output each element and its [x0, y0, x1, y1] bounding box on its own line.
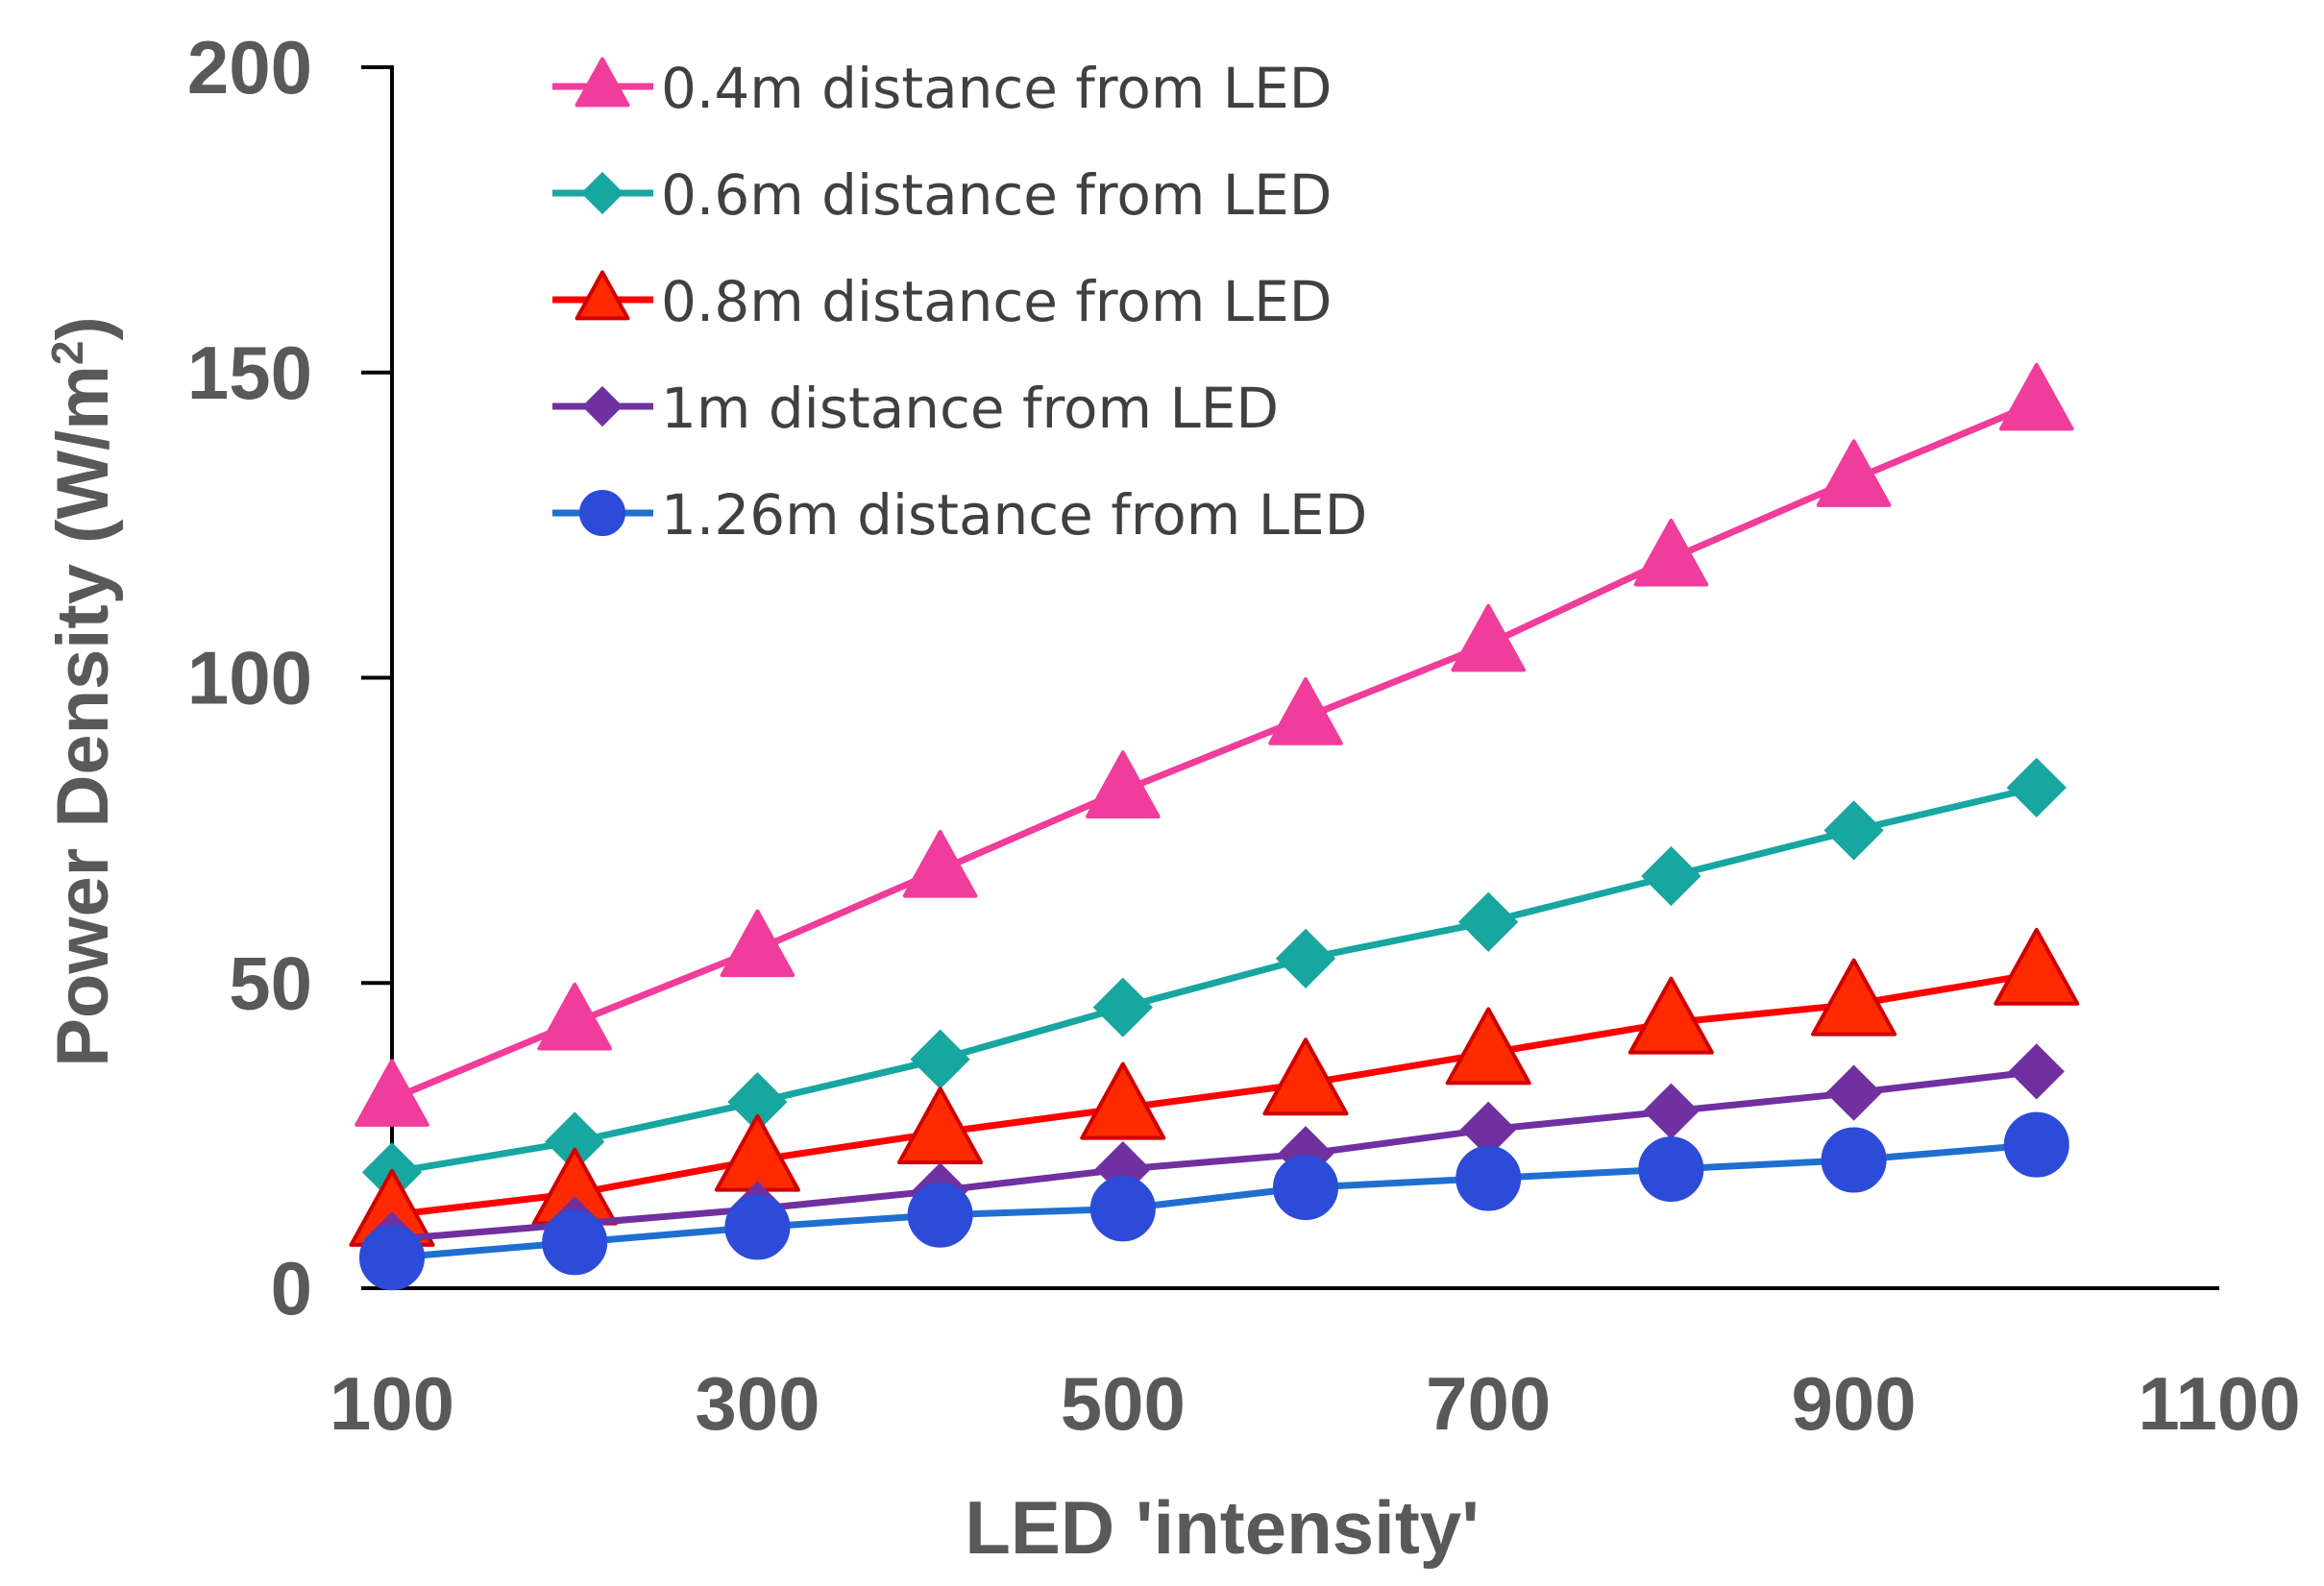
legend-marker: [581, 385, 624, 427]
legend-marker: [575, 57, 630, 108]
data-point: [1825, 1064, 1882, 1121]
data-point: [1994, 927, 2080, 1006]
data-point: [1641, 845, 1701, 907]
series-line: [390, 400, 2039, 1103]
legend-item-1: 0.4m distance from LED: [552, 56, 1332, 121]
data-point: [1080, 1061, 1166, 1140]
series-line: [391, 1067, 2038, 1243]
data-point: [2003, 1111, 2069, 1178]
legend-item-2: 0.6m distance from LED: [552, 162, 1332, 228]
series-line: [391, 784, 2038, 1176]
series-5: [359, 1111, 2069, 1291]
y-tick-label: 0: [271, 1246, 312, 1330]
y-tick-label: 100: [187, 636, 312, 720]
data-point: [1633, 518, 1709, 587]
data-point: [1262, 1037, 1349, 1116]
data-point: [1627, 976, 1714, 1055]
legend-item-3: 0.8m distance from LED: [552, 269, 1332, 334]
data-point: [1638, 1136, 1704, 1203]
data-point: [359, 1225, 425, 1291]
data-point: [910, 1029, 970, 1089]
data-point: [902, 830, 978, 898]
y-axis-title-superscript: 2: [42, 341, 92, 366]
legend-label: 0.6m distance from LED: [661, 162, 1332, 228]
data-point: [2006, 757, 2067, 818]
data-point: [1643, 1083, 1700, 1139]
series-4: [363, 1043, 2065, 1268]
data-point: [1821, 1127, 1887, 1193]
data-point: [1999, 362, 2074, 431]
x-tick-label: 300: [695, 1361, 820, 1446]
data-point: [1086, 750, 1161, 818]
y-axis-title: Power Density (W/m2): [42, 316, 124, 1066]
data-point: [1456, 1145, 1522, 1211]
legend: 0.4m distance from LED 0.6m distance from…: [552, 56, 1367, 548]
data-point: [1811, 958, 1897, 1037]
series-2: [361, 757, 2067, 1203]
data-point: [907, 1182, 973, 1248]
x-tick-labels: 100 300 500 700 900 1100: [330, 1361, 2301, 1446]
x-tick-label: 900: [1792, 1361, 1917, 1446]
y-axis-title-main: Power Density (W/m: [42, 365, 124, 1067]
series-line: [391, 970, 2038, 1219]
y-axis-title-close: ): [42, 316, 124, 340]
data-point: [537, 982, 612, 1051]
y-tick-label: 150: [187, 330, 312, 415]
legend-item-5: 1.26m distance from LED: [552, 482, 1367, 548]
legend-marker: [579, 490, 625, 536]
data-point: [1816, 439, 1892, 507]
data-point: [897, 1086, 984, 1165]
x-tick-label: 500: [1061, 1361, 1186, 1446]
series-1: [355, 362, 2074, 1127]
legend-label: 0.8m distance from LED: [661, 269, 1332, 334]
legend-label: 0.4m distance from LED: [661, 56, 1332, 121]
legend-label: 1.26m distance from LED: [661, 482, 1367, 548]
data-point: [1275, 928, 1336, 988]
data-point: [2008, 1043, 2065, 1100]
data-point: [1451, 603, 1526, 672]
legend-label: 1m distance from LED: [661, 376, 1279, 441]
x-tick-label: 100: [330, 1361, 454, 1446]
data-point: [1273, 1155, 1338, 1221]
series-line: [391, 1141, 2038, 1261]
data-point: [1268, 677, 1343, 745]
series-layer: [349, 362, 2080, 1291]
legend-item-4: 1m distance from LED: [552, 376, 1279, 441]
x-tick-label: 1100: [2138, 1361, 2300, 1446]
legend-marker: [575, 270, 630, 321]
data-point: [1089, 1176, 1156, 1242]
data-point: [1823, 800, 1884, 861]
y-tick-labels: 0 50 100 150 200: [187, 25, 312, 1330]
data-point: [542, 1209, 608, 1276]
data-point: [1445, 1007, 1531, 1086]
data-point: [724, 1194, 791, 1260]
y-tick-label: 50: [229, 940, 312, 1025]
legend-marker: [580, 171, 624, 215]
x-axis-title: LED 'intensity': [965, 1485, 1480, 1570]
data-point: [720, 909, 795, 978]
data-point: [1092, 977, 1153, 1037]
data-point: [1458, 891, 1519, 952]
y-tick-label: 200: [187, 25, 312, 110]
x-tick-label: 700: [1426, 1361, 1551, 1446]
data-point: [355, 1059, 429, 1127]
